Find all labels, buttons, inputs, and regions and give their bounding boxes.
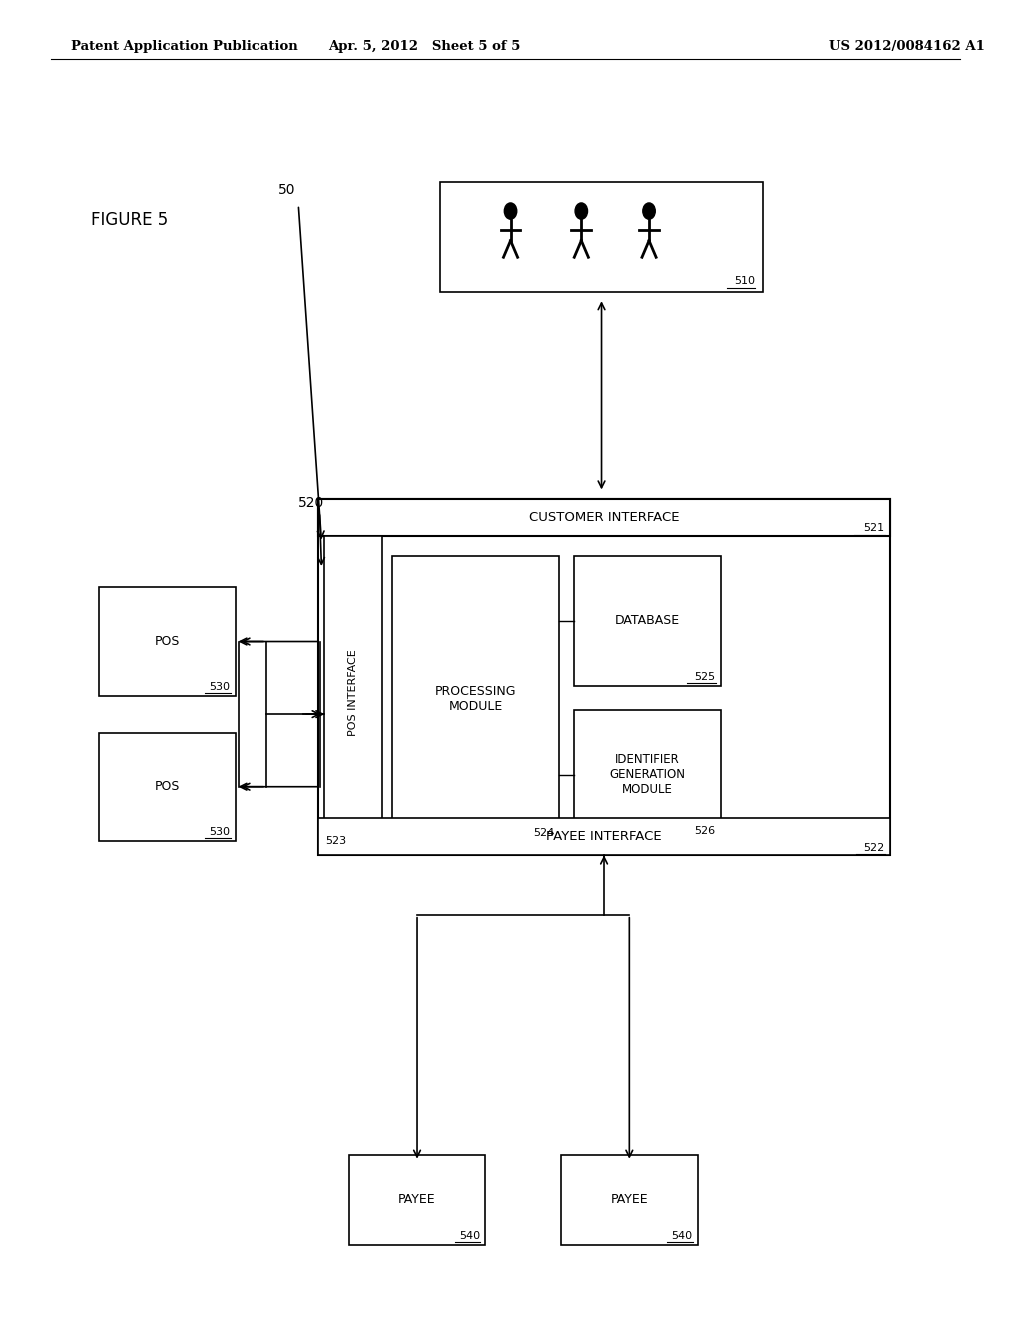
Text: 526: 526 — [694, 825, 716, 836]
Text: 523: 523 — [326, 836, 347, 846]
Bar — [318, 818, 890, 855]
Text: 525: 525 — [694, 672, 716, 682]
Bar — [574, 556, 721, 686]
Bar — [99, 587, 236, 696]
Text: 530: 530 — [210, 681, 230, 692]
Bar — [318, 499, 890, 536]
Bar — [561, 1155, 697, 1245]
Bar — [392, 556, 559, 842]
Text: US 2012/0084162 A1: US 2012/0084162 A1 — [829, 40, 985, 53]
Text: 540: 540 — [672, 1230, 692, 1241]
Bar — [318, 499, 890, 855]
Bar — [99, 733, 236, 841]
Circle shape — [504, 203, 517, 219]
Bar — [324, 536, 382, 849]
Circle shape — [643, 203, 655, 219]
Text: 530: 530 — [210, 826, 230, 837]
Text: 540: 540 — [459, 1230, 480, 1241]
Text: POS: POS — [155, 780, 180, 793]
Text: CUSTOMER INTERFACE: CUSTOMER INTERFACE — [528, 511, 679, 524]
Text: POS INTERFACE: POS INTERFACE — [348, 649, 357, 735]
Text: Patent Application Publication: Patent Application Publication — [71, 40, 298, 53]
Text: PAYEE: PAYEE — [610, 1193, 648, 1206]
Bar — [349, 1155, 485, 1245]
Text: 521: 521 — [863, 523, 885, 533]
Bar — [574, 710, 721, 840]
Text: PROCESSING
MODULE: PROCESSING MODULE — [435, 685, 516, 713]
Text: 510: 510 — [734, 276, 755, 286]
Text: FIGURE 5: FIGURE 5 — [91, 211, 168, 230]
Text: IDENTIFIER
GENERATION
MODULE: IDENTIFIER GENERATION MODULE — [609, 752, 685, 796]
Text: 524: 524 — [532, 828, 554, 838]
Text: DATABASE: DATABASE — [615, 614, 680, 627]
Text: 50: 50 — [279, 183, 296, 198]
Text: 520: 520 — [298, 496, 325, 511]
Circle shape — [575, 203, 588, 219]
Text: PAYEE: PAYEE — [398, 1193, 436, 1206]
Bar — [439, 182, 763, 292]
Text: 522: 522 — [863, 842, 885, 853]
Text: POS: POS — [155, 635, 180, 648]
Text: PAYEE INTERFACE: PAYEE INTERFACE — [546, 830, 662, 843]
Text: Apr. 5, 2012   Sheet 5 of 5: Apr. 5, 2012 Sheet 5 of 5 — [329, 40, 521, 53]
